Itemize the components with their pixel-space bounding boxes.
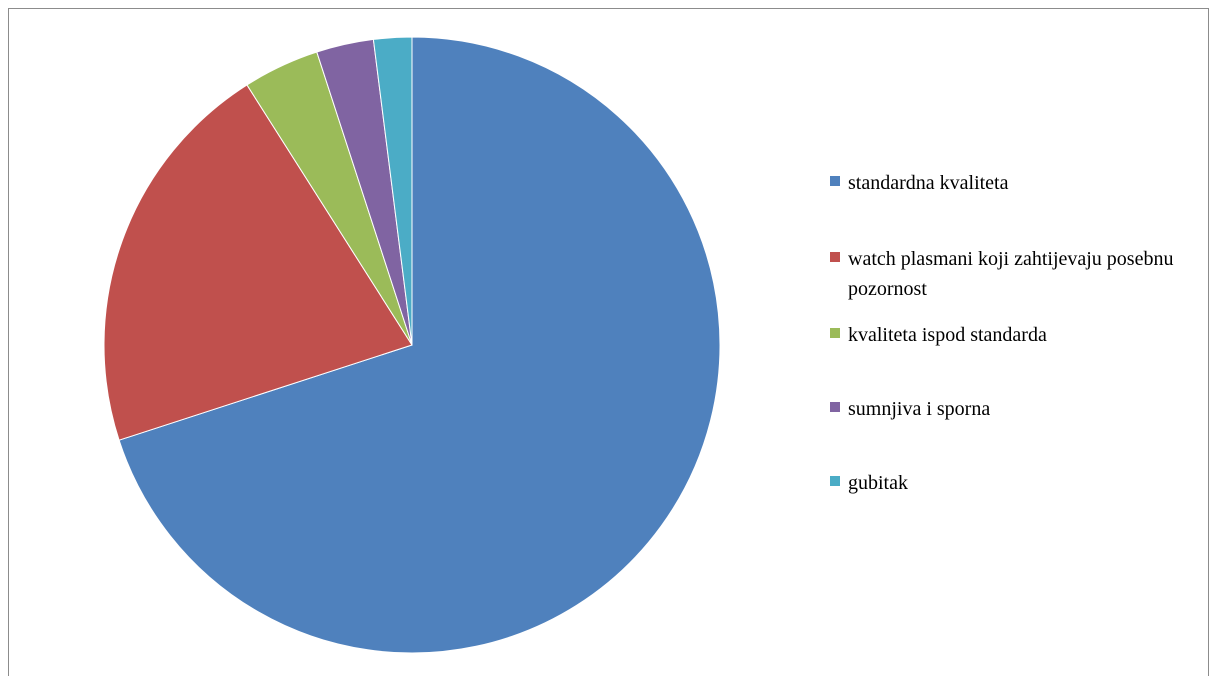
- legend-item-watch-plasmani: watch plasmani koji zahtijevaju posebnu …: [830, 244, 1200, 304]
- legend-label: watch plasmani koji zahtijevaju posebnu …: [848, 248, 1174, 300]
- legend-swatch: [830, 328, 840, 338]
- pie-slice-gubitak: [372, 36, 413, 346]
- pie-slice-standardna-kvaliteta: [118, 36, 721, 654]
- legend-label: standardna kvaliteta: [848, 172, 1009, 194]
- legend-swatch: [830, 476, 840, 486]
- legend-item-sumnjiva-i-sporna: sumnjiva i sporna: [830, 394, 990, 424]
- legend-label: gubitak: [848, 472, 908, 494]
- legend-item-kvaliteta-ispod-standarda: kvaliteta ispod standarda: [830, 320, 1047, 350]
- legend-swatch: [830, 252, 840, 262]
- legend-label: sumnjiva i sporna: [848, 398, 991, 420]
- legend-swatch: [830, 402, 840, 412]
- legend-label: kvaliteta ispod standarda: [848, 324, 1047, 346]
- pie-slice-watch-plasmani-koji: [103, 84, 413, 441]
- legend-item-standardna-kvaliteta: standardna kvaliteta: [830, 168, 1009, 198]
- legend-item-gubitak: gubitak: [830, 468, 908, 498]
- legend-swatch: [830, 176, 840, 186]
